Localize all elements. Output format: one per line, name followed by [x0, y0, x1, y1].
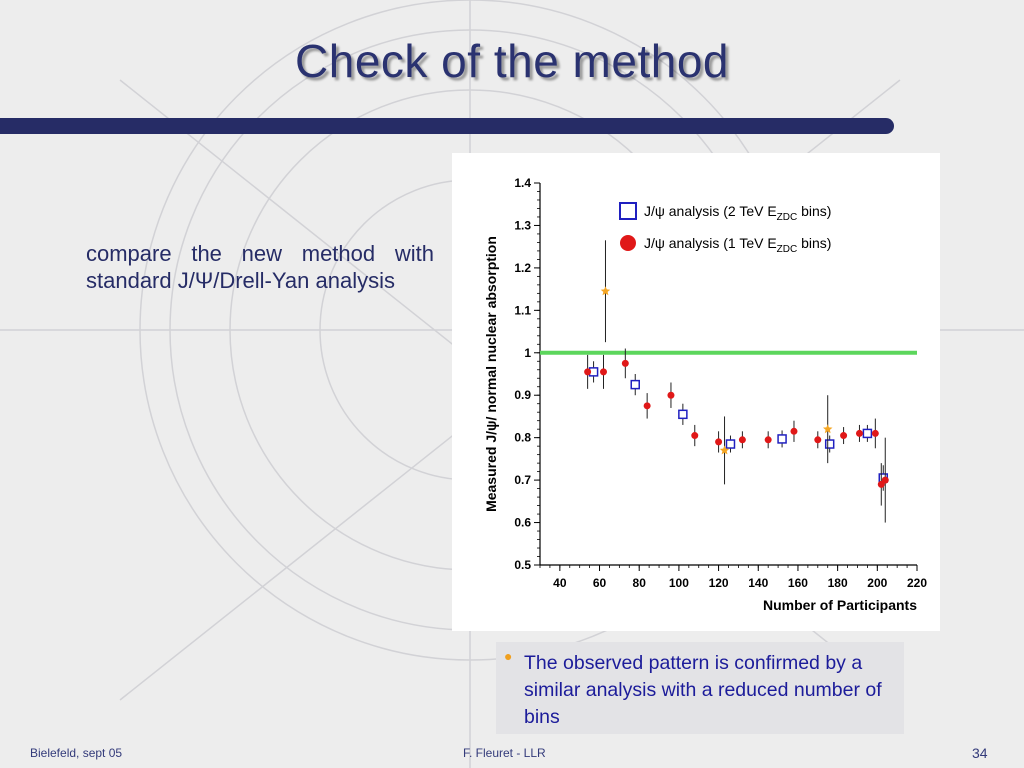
- data-point-circle: [621, 359, 629, 367]
- data-point-star: [600, 286, 611, 296]
- y-tick-label: 0.8: [514, 431, 531, 445]
- y-tick-label: 0.6: [514, 516, 531, 530]
- y-axis-title: Measured J/ψ/ normal nuclear absorption: [483, 236, 499, 512]
- footer-venue: Bielefeld, sept 05: [30, 746, 123, 760]
- chart-panel: 0.5 0.6 0.7 0.8 0.9 1 1.1 1.2 1.3 1.4 40 60 80 100 120…: [452, 153, 940, 631]
- data-point-circle: [691, 432, 699, 440]
- data-point-circle: [814, 436, 822, 444]
- data-point-square: [678, 409, 688, 420]
- data-point-square: [824, 439, 835, 449]
- x-tick-label: 160: [788, 576, 808, 590]
- y-tick-label: 1.1: [514, 303, 531, 317]
- data-point-circle: [738, 436, 746, 444]
- data-point-circle: [840, 432, 848, 440]
- x-tick-label: 120: [709, 576, 729, 590]
- y-tick-label: 0.7: [514, 473, 531, 487]
- data-point-square: [725, 439, 736, 449]
- data-point-circle: [871, 429, 879, 437]
- x-tick-label: 180: [828, 576, 848, 590]
- y-tick-label: 1.4: [514, 176, 531, 190]
- slide-title: Check of the method: [295, 35, 729, 87]
- x-axis-title: Number of Participants: [763, 597, 917, 613]
- slide-description: compare the new method with standard J/Ψ…: [86, 241, 434, 293]
- data-point-circle: [715, 438, 723, 446]
- data-point-circle: [881, 476, 889, 484]
- x-tick-label: 40: [553, 576, 567, 590]
- x-tick-label: 220: [907, 576, 927, 590]
- x-tick-label: 140: [748, 576, 768, 590]
- data-point-square: [777, 434, 787, 444]
- data-point-circle: [584, 368, 592, 376]
- y-tick-label: 1.2: [514, 261, 531, 275]
- legend-label: J/ψ analysis (2 TeV EZDC bins): [644, 203, 831, 223]
- y-tick-label: 0.5: [514, 558, 531, 572]
- x-tick-label: 200: [867, 576, 887, 590]
- bullet-icon: ●: [504, 648, 513, 664]
- data-point-star: [719, 445, 730, 455]
- data-point-star: [823, 424, 833, 434]
- legend-marker-circle: [620, 235, 636, 251]
- legend-label: J/ψ analysis (1 TeV EZDC bins): [644, 235, 831, 255]
- data-point-circle: [643, 402, 651, 410]
- legend-marker-square: [619, 202, 637, 220]
- note-text: The observed pattern is confirmed by a s…: [524, 652, 882, 728]
- x-tick-label: 60: [593, 576, 607, 590]
- y-tick-label: 1: [524, 346, 531, 360]
- title-underline-bar: [0, 118, 894, 134]
- data-point-circle: [790, 427, 798, 435]
- data-point-circle: [599, 368, 607, 376]
- x-tick-label: 80: [633, 576, 647, 590]
- page-number: 34: [972, 745, 988, 761]
- x-tick-label: 100: [669, 576, 689, 590]
- data-point-circle: [764, 436, 772, 444]
- y-tick-label: 0.9: [514, 388, 531, 402]
- note-box: ● The observed pattern is confirmed by a…: [496, 642, 904, 734]
- y-tick-label: 1.3: [514, 218, 531, 232]
- data-point-square: [630, 379, 640, 390]
- data-point-square: [862, 428, 873, 439]
- data-point-circle: [855, 429, 863, 437]
- scatter-chart: 0.5 0.6 0.7 0.8 0.9 1 1.1 1.2 1.3 1.4 40 60 80 100 120…: [483, 176, 927, 613]
- footer-author: F. Fleuret - LLR: [463, 746, 546, 760]
- data-point-circle: [667, 391, 675, 399]
